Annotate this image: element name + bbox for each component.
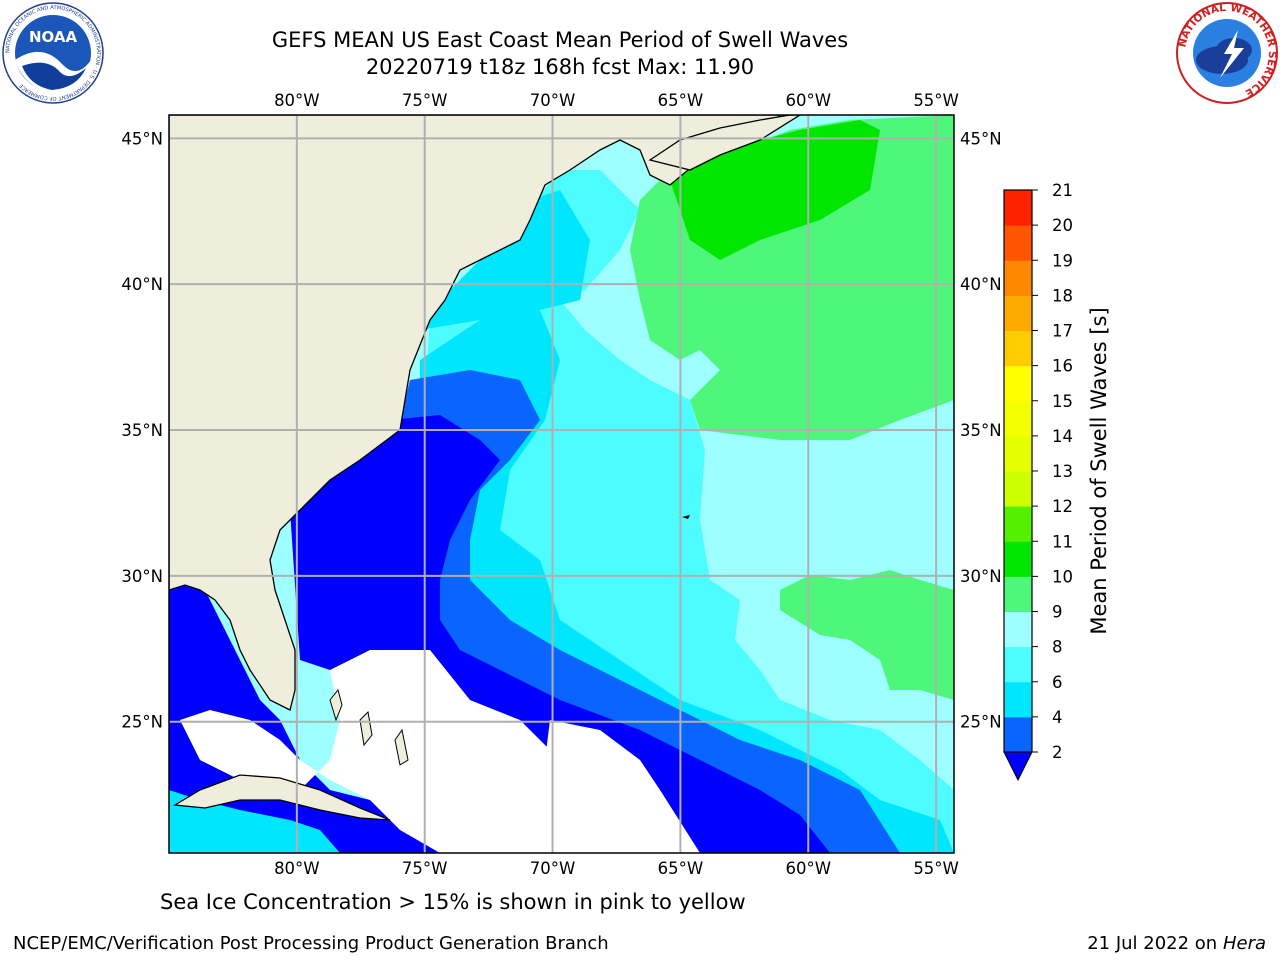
nws-logo: NATIONAL WEATHER SERVICE: [1176, 2, 1278, 104]
run-date-text: 21 Jul 2022 on: [1087, 933, 1223, 954]
swell-band-10-11: [670, 120, 880, 260]
lon-label-top: 65°W: [658, 91, 704, 110]
land-bermuda: [682, 515, 690, 519]
lat-label-right: 40°N: [960, 275, 1002, 294]
colorbar-segment: [1004, 646, 1032, 683]
lat-label-left: 45°N: [121, 129, 163, 148]
credit-text: NCEP/EMC/Verification Post Processing Pr…: [13, 933, 609, 954]
machine-name: Hera: [1222, 933, 1266, 954]
lon-label-bottom: 65°W: [658, 859, 704, 878]
lon-label-bottom: 70°W: [530, 859, 576, 878]
colorbar-tick-label: 21: [1052, 181, 1073, 200]
lon-label-top: 75°W: [402, 91, 448, 110]
lat-label-left: 40°N: [121, 275, 163, 294]
lat-label-left: 25°N: [121, 713, 163, 732]
colorbar-tick-label: 10: [1052, 567, 1073, 586]
colorbar-tick-label: 19: [1052, 251, 1073, 270]
colorbar-segment: [1004, 576, 1032, 612]
graticule: [169, 115, 954, 853]
run-date: 21 Jul 2022 on Hera: [1087, 933, 1266, 954]
colorbar-tick-label: 4: [1052, 708, 1063, 727]
colorbar-segment: [1004, 681, 1032, 718]
colorbar-tick-label: 17: [1052, 322, 1073, 341]
noaa-logo-text: NOAA: [29, 28, 78, 46]
colorbar-tick-label: 8: [1052, 638, 1063, 657]
colorbar-segment: [1004, 295, 1032, 331]
map-tick-labels: 80°W 80°W 75°W 75°W 70°W 70°W 65°W 65°W 60°W 60°W…: [121, 91, 1001, 878]
lat-label-right: 45°N: [960, 129, 1002, 148]
land-nova-scotia: [648, 115, 802, 171]
colorbar: 2 4 6 8 9 10 11 12 13 14 15 16 17 18 19 20 21 Mean Period…: [1003, 181, 1111, 782]
colorbar-extend-below: [1003, 751, 1033, 782]
colorbar-segment: [1004, 471, 1032, 507]
colorbar-tick-label: 6: [1052, 673, 1063, 692]
lon-label-bottom: 75°W: [402, 859, 448, 878]
colorbar-segment: [1004, 365, 1032, 402]
map-area: [169, 115, 954, 853]
colorbar-label: Mean Period of Swell Waves [s]: [1087, 307, 1111, 634]
lon-label-top: 55°W: [913, 91, 959, 110]
lon-label-bottom: 80°W: [274, 859, 320, 878]
colorbar-segment: [1004, 716, 1032, 753]
map-frame: [168, 114, 955, 854]
no-data-east: [540, 720, 700, 853]
lat-label-right: 35°N: [960, 421, 1002, 440]
colorbar-tick-label: 2: [1052, 743, 1063, 762]
colorbar-segment: [1004, 506, 1032, 542]
colorbar-segment: [1004, 330, 1032, 367]
lon-label-top: 70°W: [530, 91, 576, 110]
colorbar-tick-label: 14: [1052, 427, 1073, 446]
chart-subtitle: 20220719 t18z 168h fcst Max: 11.90: [365, 55, 755, 79]
colorbar-tick-label: 18: [1052, 286, 1073, 305]
colorbar-segment: [1004, 260, 1032, 296]
colorbar-segment: [1004, 541, 1032, 577]
lon-label-top: 60°W: [785, 91, 831, 110]
sea-ice-note: Sea Ice Concentration > 15% is shown in …: [160, 890, 746, 914]
colorbar-tick-label: 20: [1052, 216, 1073, 235]
colorbar-tick-label: 15: [1052, 392, 1073, 411]
lat-label-right: 25°N: [960, 713, 1002, 732]
land-bahamas: [329, 688, 409, 766]
colorbar-segment: [1004, 611, 1032, 648]
colorbar-tick-label: 16: [1052, 357, 1073, 376]
colorbar-segment: [1004, 225, 1032, 261]
chart-title: GEFS MEAN US East Coast Mean Period of S…: [271, 28, 849, 52]
lat-label-left: 35°N: [121, 421, 163, 440]
colorbar-segment: [1004, 190, 1032, 226]
colorbar-tick-label: 12: [1052, 497, 1073, 516]
swell-band-9-10-south: [780, 570, 954, 700]
colorbar-tick-label: 13: [1052, 462, 1073, 481]
colorbar-tick-label: 11: [1052, 532, 1073, 551]
colorbar-tick-label: 9: [1052, 603, 1063, 622]
noaa-logo: NOAA NATIONAL OCEANIC AND ATMOSPHERIC AD…: [2, 2, 104, 104]
lon-label-bottom: 55°W: [913, 859, 959, 878]
swell-band-4-6-north: [420, 190, 590, 330]
lon-label-top: 80°W: [274, 91, 320, 110]
land-cuba: [172, 774, 391, 821]
lat-label-left: 30°N: [121, 567, 163, 586]
colorbar-segment: [1004, 435, 1032, 472]
colorbar-segment: [1004, 400, 1032, 437]
lon-label-bottom: 60°W: [785, 859, 831, 878]
lat-label-right: 30°N: [960, 567, 1002, 586]
